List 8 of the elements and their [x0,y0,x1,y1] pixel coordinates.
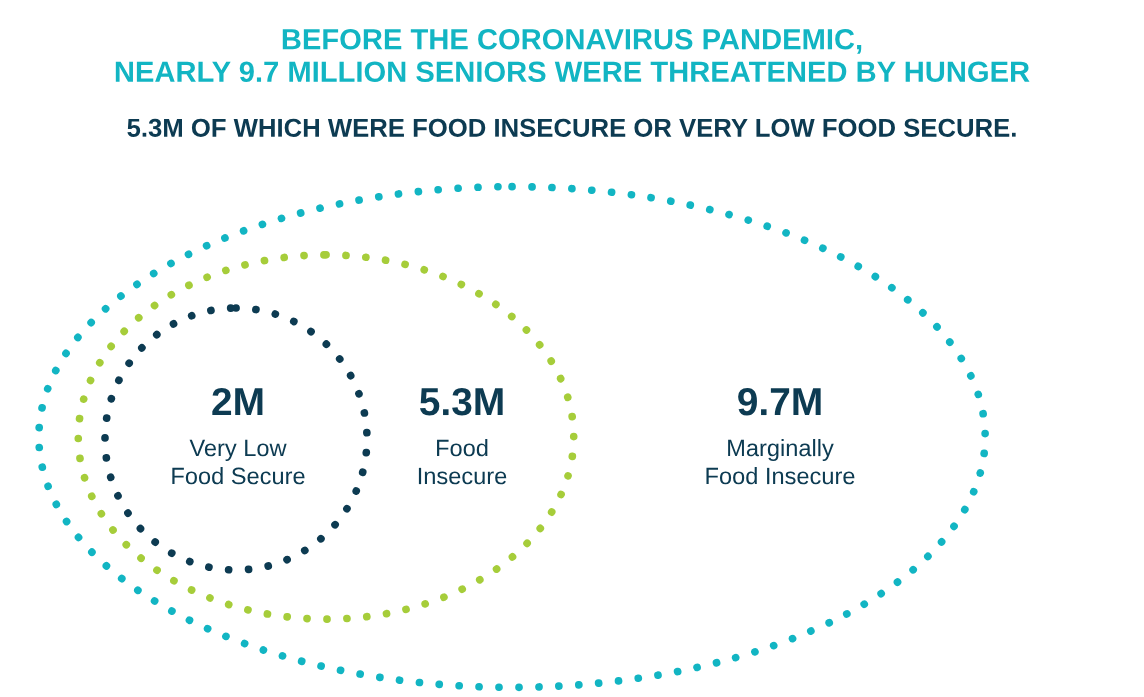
category-label: Marginally Food Insecure [706,439,855,485]
data-label: 2M [212,387,263,416]
data-label: 9.7M [738,387,821,416]
text: BEFORE THE CORONAVIRUS PANDEMIC, NEARLY 9.7 MILLION SENIORS WERE THREATENED BY HUNGER [115,28,1030,83]
category-label: Food Insecure [418,439,507,485]
data-label: 5.3M [419,387,503,416]
text: 5.3M OF WHICH WERE FOOD INSECURE OR VERY LOW FOOD SECURE. [127,118,1016,137]
category-label: Very Low Food Secure [172,439,305,485]
